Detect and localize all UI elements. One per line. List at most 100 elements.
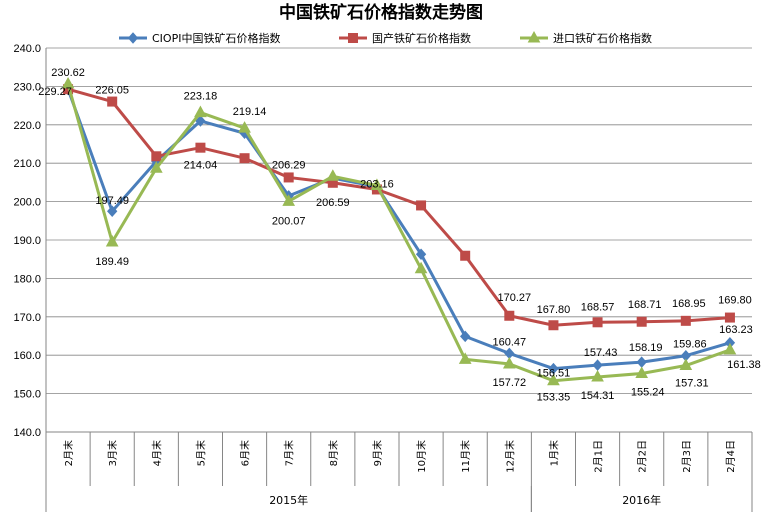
data-point	[415, 248, 427, 260]
data-point	[238, 121, 251, 133]
data-label: 156.51	[537, 368, 571, 380]
axes: 140.0 150.0 160.0 170.0 180.0 190.0 200.0 210.0…	[13, 43, 753, 512]
data-label: 161.38	[727, 359, 761, 371]
data-label: 189.49	[95, 256, 129, 268]
data-label: 160.47	[492, 336, 526, 348]
y-tick-label: 200.0	[13, 197, 41, 209]
x-tick-label: 1月末	[547, 440, 560, 466]
data-point	[635, 366, 649, 378]
legend-marker	[348, 33, 358, 43]
data-point	[458, 352, 472, 364]
data-point	[724, 312, 735, 323]
legend: CIOPI中国铁矿石价格指数 国产铁矿石价格指数 进口铁矿石价格指数	[119, 30, 652, 45]
data-label: 167.80	[537, 304, 571, 316]
x-tick-label: 2月3日	[681, 440, 693, 473]
data-point	[283, 172, 294, 183]
data-label: 206.29	[272, 159, 306, 171]
y-tick-label: 190.0	[13, 235, 41, 247]
x-tick-label: 10月末	[415, 440, 428, 473]
data-label: 154.31	[581, 390, 615, 402]
data-label: 223.18	[184, 91, 218, 103]
data-point	[548, 362, 559, 375]
data-point	[107, 96, 118, 107]
data-label: 157.43	[584, 347, 618, 359]
x-group-label: 2016年	[622, 493, 661, 507]
legend-marker	[127, 32, 139, 44]
series-lines	[61, 76, 737, 386]
data-point	[592, 359, 603, 371]
x-group-label: 2015年	[269, 493, 308, 507]
legend-label: 进口铁矿石价格指数	[553, 31, 652, 45]
data-label: 155.24	[631, 386, 665, 398]
data-label: 159.86	[673, 339, 707, 351]
series-line	[67, 87, 731, 327]
series-line	[66, 83, 731, 383]
data-label: 206.59	[316, 197, 350, 209]
data-label: 170.27	[497, 292, 531, 304]
data-label: 214.04	[184, 160, 218, 172]
data-point	[460, 250, 471, 261]
x-tick-label: 9月末	[371, 440, 384, 466]
data-point	[547, 373, 560, 386]
data-point	[504, 347, 515, 360]
y-tick-label: 220.0	[13, 120, 41, 132]
data-point	[460, 330, 471, 343]
data-point	[502, 356, 516, 369]
x-tick-label: 7月末	[283, 440, 296, 466]
legend-label: CIOPI中国铁矿石价格指数	[152, 31, 280, 45]
data-label: 168.57	[581, 301, 615, 313]
data-label: 219.14	[233, 106, 267, 118]
y-tick-label: 230.0	[13, 81, 41, 93]
data-point	[680, 315, 691, 326]
data-point	[107, 205, 118, 217]
data-point	[636, 316, 647, 327]
y-tick-label: 160.0	[13, 350, 41, 362]
data-point	[548, 320, 559, 331]
data-point	[370, 178, 384, 190]
x-tick-label: 8月末	[327, 440, 340, 466]
data-point	[239, 153, 250, 164]
data-label: 169.80	[718, 295, 752, 307]
data-point	[504, 310, 515, 321]
data-label: 158.19	[629, 342, 663, 354]
data-point	[416, 200, 427, 211]
data-point	[194, 105, 207, 118]
x-tick-label: 2月末	[62, 440, 75, 466]
data-point	[723, 342, 737, 355]
x-tick-label: 12月末	[503, 440, 516, 473]
data-point	[679, 358, 693, 371]
x-tick-label: 2月1日	[593, 440, 605, 473]
data-point	[151, 151, 162, 162]
chart-title: 中国铁矿石价格指数走势图	[279, 2, 483, 23]
data-label: 226.05	[95, 85, 129, 97]
data-label: 168.95	[672, 298, 706, 310]
data-label: 197.49	[95, 195, 129, 207]
grid-lines	[46, 47, 752, 395]
data-label: 168.71	[628, 299, 662, 311]
x-tick-label: 6月末	[239, 440, 252, 466]
data-point	[592, 317, 603, 328]
data-label: 230.62	[51, 67, 85, 79]
x-tick-label: 3月末	[106, 440, 119, 466]
data-point	[61, 76, 75, 89]
data-label: 229.27	[38, 86, 72, 98]
data-label: 153.35	[537, 392, 571, 404]
x-tick-label: 4月末	[150, 440, 163, 466]
data-label: 157.31	[675, 378, 709, 390]
data-point	[149, 161, 163, 173]
data-label: 163.23	[719, 324, 753, 336]
data-point	[195, 142, 206, 153]
y-tick-label: 210.0	[13, 158, 41, 170]
legend-label: 国产铁矿石价格指数	[372, 31, 471, 45]
x-tick-label: 2月4日	[725, 440, 737, 473]
x-tick-label: 2月2日	[637, 440, 649, 473]
data-point	[105, 234, 119, 247]
data-point	[591, 370, 604, 382]
legend-marker	[527, 30, 541, 43]
data-labels: 197.49 160.47 156.51 157.43 158.19 159.86 163.…	[38, 67, 761, 404]
x-tick-label: 5月末	[194, 440, 207, 466]
data-label: 200.07	[272, 215, 306, 227]
y-tick-label: 180.0	[13, 273, 41, 285]
y-tick-label: 150.0	[13, 389, 41, 401]
